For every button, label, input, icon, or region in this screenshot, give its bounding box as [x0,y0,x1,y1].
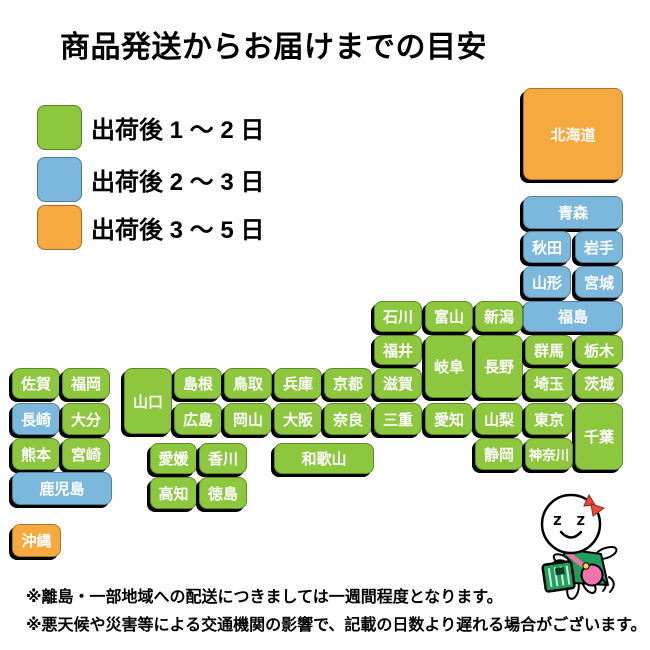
prefecture-東京: 東京 [525,403,573,435]
prefecture-石川: 石川 [374,301,422,332]
prefecture-鹿児島: 鹿児島 [12,472,112,505]
prefecture-栃木: 栃木 [575,335,623,365]
footnotes: ※離島・一部地域への配送につきましては一週間程度となります。 ※悪天候や災害等に… [26,584,647,640]
prefecture-神奈川: 神奈川 [525,438,573,470]
prefecture-島根: 島根 [174,368,222,399]
shopping-basket-icon [541,560,576,593]
prefecture-高知: 高知 [150,477,197,509]
mascot-bag [580,563,604,587]
prefecture-奈良: 奈良 [324,403,372,435]
prefecture-静岡: 静岡 [475,438,523,470]
prefecture-徳島: 徳島 [199,477,247,509]
prefecture-長崎: 長崎 [12,403,60,435]
mascot-head [540,493,602,555]
legend-row-blue: 出荷後 2 〜 3 日 [37,157,264,202]
page-title: 商品発送からお届けまでの目安 [60,31,487,64]
prefecture-沖縄: 沖縄 [12,524,61,557]
prefecture-埼玉: 埼玉 [525,368,573,399]
prefecture-愛知: 愛知 [425,403,473,435]
legend-swatch-blue [37,157,82,202]
motion-lines [601,576,615,593]
prefecture-兵庫: 兵庫 [274,368,322,399]
legend-row-orange: 出荷後 3 〜 5 日 [37,205,264,250]
prefecture-岐阜: 岐阜 [425,335,473,398]
prefecture-佐賀: 佐賀 [12,368,60,399]
prefecture-岡山: 岡山 [224,403,272,435]
prefecture-大分: 大分 [62,403,110,435]
prefecture-千葉: 千葉 [575,403,623,470]
prefecture-山口: 山口 [124,368,172,434]
mascot-eyes: z z [553,510,588,529]
legend-row-green: 出荷後 1 〜 2 日 [37,105,264,150]
bag-clasp [582,562,590,570]
prefecture-新潟: 新潟 [475,301,523,332]
legend-swatch-green [37,105,82,150]
mascot-illustration: z z [540,493,618,600]
prefecture-秋田: 秋田 [523,231,571,263]
prefecture-熊本: 熊本 [12,438,60,470]
legend-label-orange: 出荷後 3 〜 5 日 [91,217,265,244]
prefecture-岩手: 岩手 [575,231,623,263]
prefecture-福井: 福井 [374,335,422,365]
legend-label-green: 出荷後 1 〜 2 日 [91,117,265,144]
prefecture-群馬: 群馬 [525,335,573,365]
prefecture-京都: 京都 [324,368,372,399]
legend-label-blue: 出荷後 2 〜 3 日 [91,169,265,196]
prefecture-山形: 山形 [523,266,571,298]
prefecture-三重: 三重 [374,403,422,435]
prefecture-鳥取: 鳥取 [224,368,272,399]
prefecture-宮城: 宮城 [575,266,623,298]
prefecture-宮崎: 宮崎 [62,438,110,470]
prefecture-北海道: 北海道 [523,88,623,180]
prefecture-長野: 長野 [475,335,523,398]
prefecture-滋賀: 滋賀 [374,368,422,399]
legend-swatch-orange [37,205,82,250]
prefecture-大阪: 大阪 [274,403,322,435]
prefecture-福島: 福島 [523,301,623,332]
prefecture-香川: 香川 [199,443,247,474]
prefecture-山梨: 山梨 [475,403,523,435]
mascot-smile [559,530,583,539]
footnote-line-1: ※離島・一部地域への配送につきましては一週間程度となります。 [26,589,503,606]
footnote-line-2: ※悪天候や災害等による交通機関の影響で、記載の日数より遅れる場合がございます。 [26,617,647,634]
prefecture-和歌山: 和歌山 [274,443,374,474]
prefecture-富山: 富山 [425,301,473,332]
prefecture-愛媛: 愛媛 [150,443,197,474]
prefecture-茨城: 茨城 [575,368,623,399]
prefecture-福岡: 福岡 [62,368,110,399]
bow-icon [583,493,606,517]
prefecture-青森: 青森 [523,196,623,229]
prefecture-広島: 広島 [174,403,222,435]
